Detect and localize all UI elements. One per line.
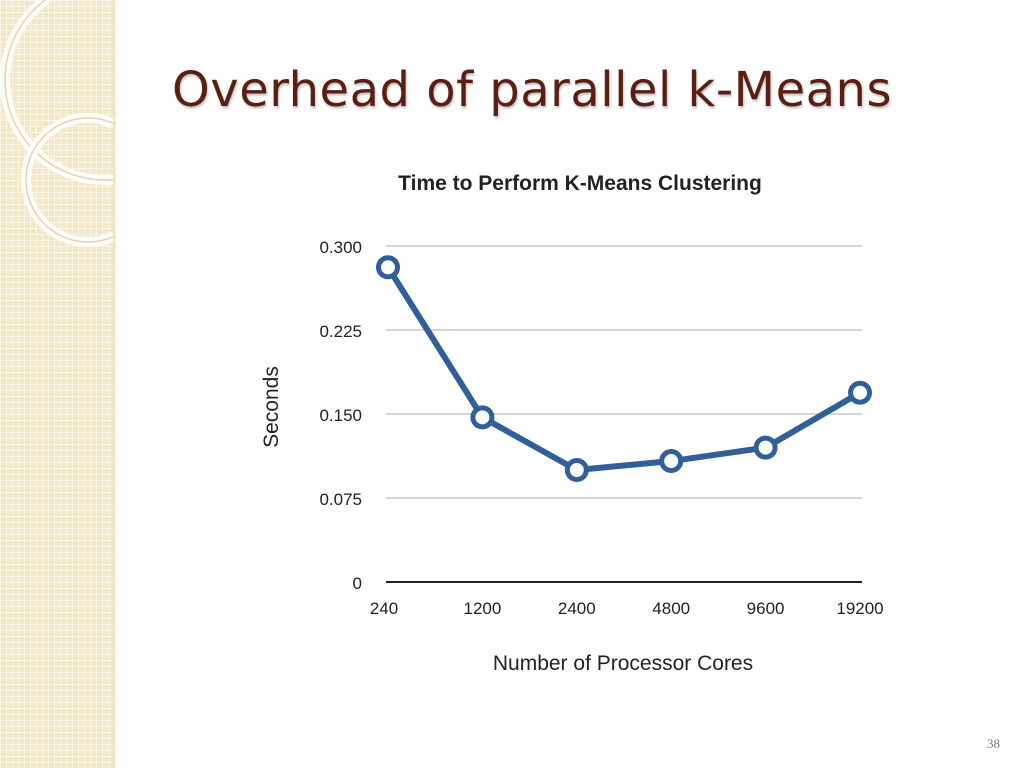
decor-circle-small-outline [25, 117, 113, 243]
page-number: 38 [987, 736, 1000, 751]
y-tick-label: 0.150 [319, 406, 362, 425]
decorative-sidebar [0, 0, 113, 768]
y-tick-label: 0 [353, 574, 362, 593]
x-tick-label: 240 [370, 599, 398, 618]
y-axis-label: Seconds [260, 366, 283, 448]
x-tick-label: 9600 [747, 599, 785, 618]
x-axis-label: Number of Processor Cores [493, 652, 753, 675]
y-tick-label: 0.300 [319, 238, 362, 257]
x-tick-labels: 240 1200 2400 4800 9600 19200 [370, 599, 884, 618]
x-tick-label: 1200 [463, 599, 501, 618]
data-point [659, 449, 684, 474]
sidebar-edge [113, 0, 117, 768]
chart-title: Time to Perform K-Means Clustering [398, 172, 762, 195]
x-tick-label: 4800 [652, 599, 690, 618]
data-point [564, 458, 589, 482]
data-point [848, 380, 872, 405]
data-point [470, 405, 495, 430]
gridlines [386, 245, 862, 583]
decorative-circles [0, 0, 113, 247]
decor-circle-large-outline [4, 0, 113, 181]
y-tick-label: 0.225 [319, 322, 362, 341]
y-tick-labels: 0 0.075 0.150 0.225 0.300 [319, 238, 362, 593]
series-group [376, 255, 872, 482]
data-point [753, 435, 778, 460]
x-tick-label: 2400 [558, 599, 596, 618]
series-line [385, 264, 863, 473]
slide-title: Overhead of parallel k-Means [172, 62, 892, 118]
data-point [376, 255, 400, 280]
y-tick-label: 0.075 [319, 490, 362, 509]
x-tick-label: 19200 [836, 599, 883, 618]
